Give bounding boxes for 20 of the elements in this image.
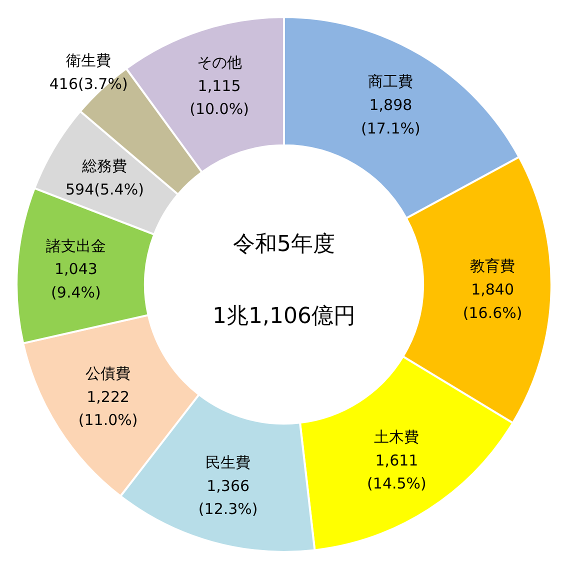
slice-label: 教育費 [470, 257, 516, 276]
slice-label: 土木費 [374, 428, 420, 446]
slice-label: 商工費 [368, 72, 414, 91]
data-label: 1,611 (14.5%) [367, 451, 426, 493]
data-label: 416(3.7%) [49, 74, 128, 93]
text: 1兆1,106億円 [212, 304, 356, 330]
data-label: 1,840 (16.6%) [462, 280, 522, 322]
data-label: 1,043 (9.4%) [51, 260, 101, 302]
slice-label: 衛生費 [66, 51, 112, 70]
data-label: 1,115 (10.0%) [190, 76, 249, 118]
slice-label: 諸支出金 [46, 236, 106, 255]
text: 令和5年度 [233, 232, 335, 257]
data-label: 1,366 (12.3%) [198, 476, 258, 518]
slice-label: 民生費 [206, 453, 251, 472]
data-label: 1,898 (17.1%) [361, 96, 420, 138]
data-label: 594(5.4%) [65, 180, 144, 198]
slice-label: その他 [196, 53, 242, 72]
slice-label: 総務費 [81, 156, 128, 175]
slice-label: 公債費 [86, 364, 131, 382]
data-label: 1,222 (11.0%) [78, 388, 138, 430]
